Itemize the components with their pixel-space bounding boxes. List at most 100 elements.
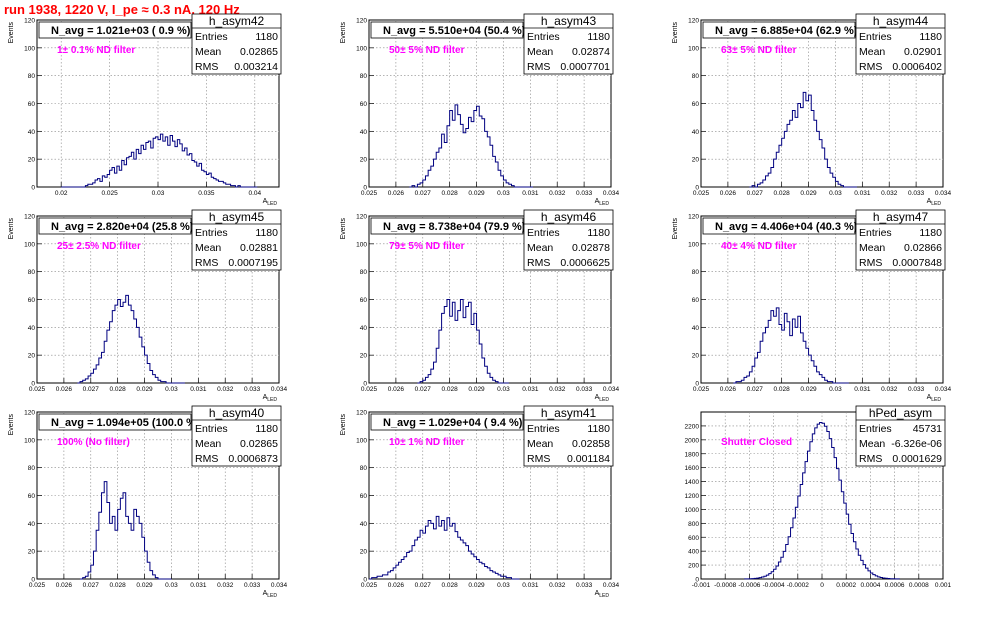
filter-label: 63± 5% ND filter xyxy=(721,45,797,56)
histogram-bin xyxy=(120,498,123,579)
stats-mean-value: 0.02866 xyxy=(904,242,942,254)
histogram-bin xyxy=(474,557,477,579)
histogram-bin xyxy=(776,566,778,579)
histogram-bin xyxy=(93,183,95,187)
histogram-bin xyxy=(93,369,96,383)
histogram-bin xyxy=(466,129,469,187)
histogram-bin xyxy=(479,562,482,579)
histogram-bin xyxy=(779,325,782,383)
x-tick-label: 0.025 xyxy=(693,190,710,197)
histogram-bin xyxy=(485,366,488,383)
x-tick-label: 0.031 xyxy=(190,582,207,589)
histogram-bin xyxy=(115,530,118,579)
histogram-bin xyxy=(792,110,795,187)
histogram-bin xyxy=(766,327,769,383)
histogram-bin xyxy=(798,316,801,383)
stats-entries-value: 1180 xyxy=(255,227,278,239)
navg-label: N_avg = 4.406e+04 (40.3 %) xyxy=(715,221,858,233)
y-tick-label: 120 xyxy=(24,410,35,417)
histogram-bin xyxy=(95,180,97,187)
y-tick-label: 120 xyxy=(24,18,35,25)
stats-entries-value: 45731 xyxy=(913,423,942,435)
x-tick-label: 0.031 xyxy=(522,386,539,393)
histogram-bin xyxy=(851,533,853,579)
histogram-bin xyxy=(238,186,240,187)
stats-rms-label: RMS xyxy=(195,257,218,269)
histogram-bin xyxy=(93,551,96,579)
histogram-bin xyxy=(428,375,431,383)
histogram-bin xyxy=(399,562,402,579)
histogram-bin xyxy=(495,573,498,579)
histogram-bin xyxy=(104,482,107,579)
histogram-bin xyxy=(156,137,158,187)
histogram-bin xyxy=(885,578,887,579)
x-tick-label: 0.029 xyxy=(468,386,485,393)
histogram-bin xyxy=(142,347,145,383)
histogram-bin xyxy=(417,184,420,187)
histogram-bin xyxy=(107,174,109,187)
histogram-bin xyxy=(88,184,90,187)
histogram-bin xyxy=(139,523,142,579)
histogram-bin xyxy=(452,302,455,383)
histogram-bin xyxy=(509,184,512,187)
x-tick-label: 0.032 xyxy=(549,190,566,197)
histogram-bin xyxy=(83,578,86,579)
stats-mean-label: Mean xyxy=(859,242,885,254)
histogram-bin xyxy=(161,382,164,383)
histogram-bin xyxy=(814,366,817,383)
histogram-bin xyxy=(85,379,88,383)
y-tick-label: 80 xyxy=(28,73,36,80)
histogram-bin xyxy=(783,551,785,579)
y-tick-label: 0 xyxy=(695,381,699,388)
x-tick-label: 0.027 xyxy=(747,386,764,393)
y-tick-label: 40 xyxy=(360,521,368,528)
histogram-bin xyxy=(844,503,846,579)
histogram-bin xyxy=(434,362,437,383)
stats-mean-value: 0.02881 xyxy=(240,242,278,254)
histogram-bin xyxy=(177,140,179,187)
filter-label: 100% (No filter) xyxy=(57,437,130,448)
y-tick-label: 200 xyxy=(688,563,699,570)
x-tick-label: 0.026 xyxy=(388,582,405,589)
histogram-bin xyxy=(372,578,375,579)
stats-box xyxy=(855,13,946,75)
histogram-line xyxy=(409,104,534,188)
histogram-bin xyxy=(829,439,831,579)
histogram-bin xyxy=(129,156,131,187)
histogram-bin xyxy=(822,377,825,383)
x-tick-label: 0.033 xyxy=(244,386,261,393)
histogram-bin xyxy=(233,186,235,187)
histogram-bin xyxy=(425,176,428,187)
histogram-bin xyxy=(800,333,803,383)
histogram-bin xyxy=(385,575,388,579)
stats-rms-label: RMS xyxy=(527,257,550,269)
histogram-bin xyxy=(118,509,121,579)
histogram-bin xyxy=(870,573,872,579)
stats-mean-label: Mean xyxy=(859,46,885,58)
histogram-bin xyxy=(216,180,218,187)
histogram-bin xyxy=(853,542,855,579)
stats-title: h_asym44 xyxy=(873,14,929,28)
histogram-bin xyxy=(221,181,223,187)
y-tick-label: 0 xyxy=(695,577,699,584)
stats-entries-label: Entries xyxy=(859,227,892,239)
histogram-bin xyxy=(832,447,834,579)
histogram-bin xyxy=(88,572,91,579)
histogram-bin xyxy=(83,380,86,383)
x-tick-label: 0.0004 xyxy=(860,582,880,589)
navg-label: N_avg = 1.021e+03 ( 0.9 %) xyxy=(51,25,191,37)
histogram-bin xyxy=(112,311,115,383)
histogram-line xyxy=(369,515,520,580)
histogram-bin xyxy=(800,484,802,579)
y-tick-label: 40 xyxy=(28,521,36,528)
stats-rms-value: 0.0006873 xyxy=(228,453,278,465)
histogram-bin xyxy=(153,575,156,579)
stats-mean-value: 0.02874 xyxy=(572,46,610,58)
histogram-bin xyxy=(460,540,463,579)
x-tick-label: 0.03 xyxy=(497,190,510,197)
stats-rms-value: 0.0006625 xyxy=(560,257,610,269)
y-tick-label: 600 xyxy=(688,535,699,542)
histogram-bin xyxy=(124,165,126,187)
histogram-bin xyxy=(150,571,153,579)
